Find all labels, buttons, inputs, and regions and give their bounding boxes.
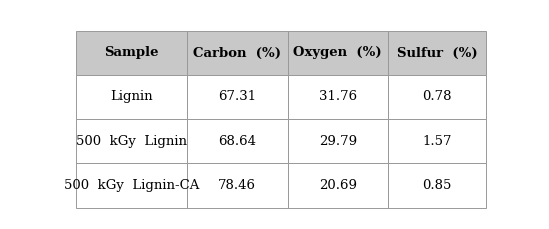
Text: 0.85: 0.85 bbox=[423, 179, 452, 192]
Bar bbox=[76, 119, 187, 164]
Bar bbox=[76, 164, 187, 208]
Bar bbox=[187, 119, 288, 164]
Bar bbox=[288, 119, 388, 164]
Text: 0.78: 0.78 bbox=[423, 90, 452, 103]
Text: Sample: Sample bbox=[104, 46, 159, 60]
Bar bbox=[187, 31, 288, 75]
Text: Lignin: Lignin bbox=[110, 90, 153, 103]
Bar bbox=[388, 164, 486, 208]
Text: 68.64: 68.64 bbox=[219, 135, 256, 148]
Bar bbox=[187, 164, 288, 208]
Text: 1.57: 1.57 bbox=[423, 135, 452, 148]
Text: 78.46: 78.46 bbox=[219, 179, 256, 192]
Bar bbox=[388, 31, 486, 75]
Text: 500  kGy  Lignin-CA: 500 kGy Lignin-CA bbox=[64, 179, 199, 192]
Text: Sulfur  (%): Sulfur (%) bbox=[397, 46, 478, 60]
Bar bbox=[388, 119, 486, 164]
Text: Oxygen  (%): Oxygen (%) bbox=[294, 46, 382, 60]
Text: 20.69: 20.69 bbox=[319, 179, 357, 192]
Text: Carbon  (%): Carbon (%) bbox=[193, 46, 281, 60]
Bar bbox=[76, 75, 187, 119]
Bar bbox=[76, 31, 187, 75]
Bar bbox=[288, 75, 388, 119]
Text: 67.31: 67.31 bbox=[218, 90, 256, 103]
Bar bbox=[187, 75, 288, 119]
Text: 31.76: 31.76 bbox=[319, 90, 357, 103]
Text: 500  kGy  Lignin: 500 kGy Lignin bbox=[76, 135, 187, 148]
Bar bbox=[288, 164, 388, 208]
Bar bbox=[288, 31, 388, 75]
Text: 29.79: 29.79 bbox=[319, 135, 357, 148]
Bar bbox=[388, 75, 486, 119]
